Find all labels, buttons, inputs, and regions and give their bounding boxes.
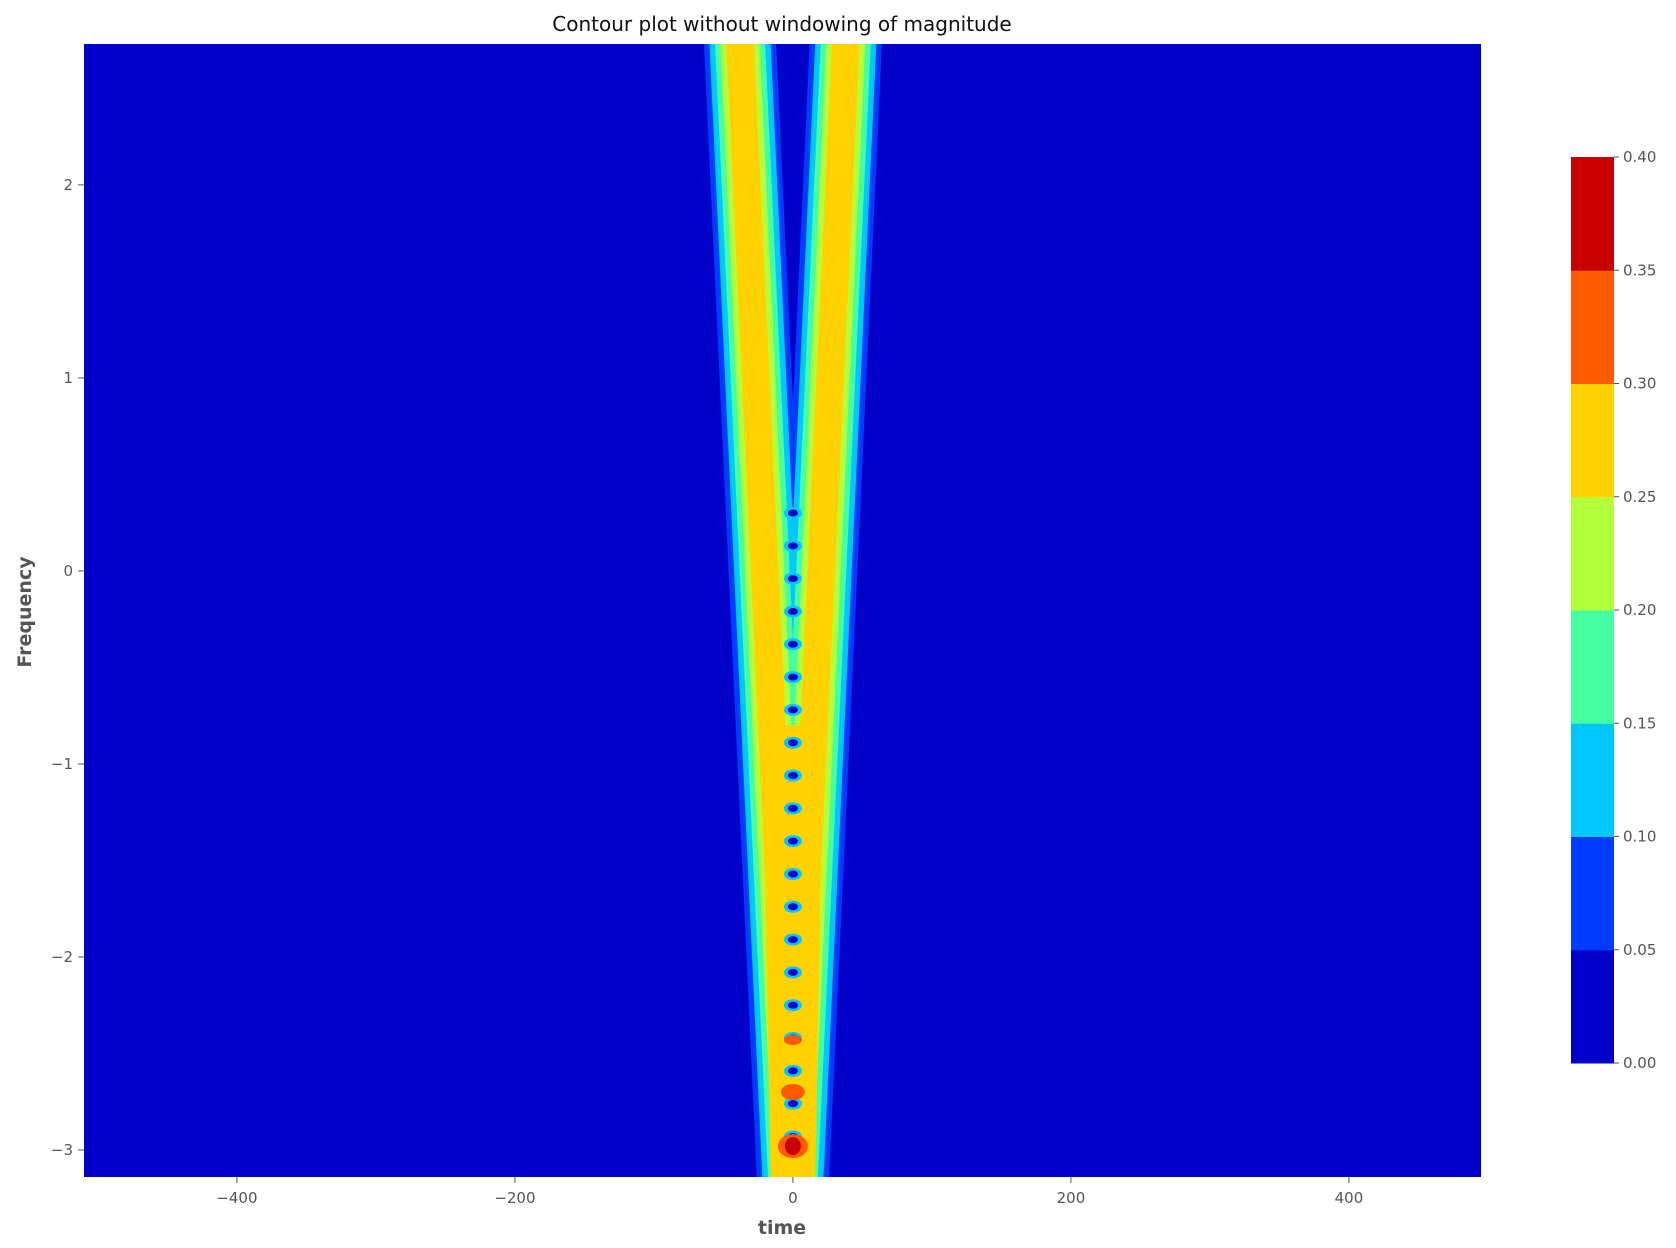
colorbar-segment [1571,610,1614,724]
contour-minimum [787,870,798,878]
colorbar [1571,157,1614,1064]
chart-title: Contour plot without windowing of magnit… [552,12,1011,36]
colorbar-segment [1571,496,1614,611]
contour-minimum [787,837,798,845]
x-axis-ticks: −400 −200 0 200 400 [216,1177,1363,1207]
contour-minimum [787,1001,798,1009]
contour-minimum [787,673,798,681]
contour-minimum [787,772,798,780]
contour-peak-max [784,1137,801,1156]
colorbar-segment [1571,270,1614,384]
contour-minimum [787,542,798,550]
x-tick-label: 400 [1335,1189,1364,1207]
y-tick-label: 1 [63,369,73,387]
x-tick-label: −400 [216,1189,257,1207]
x-axis-label: time [758,1217,806,1239]
colorbar-tick-label: 0.00 [1623,1054,1656,1072]
x-tick-label: 200 [1057,1189,1086,1207]
contour-field [704,44,882,1177]
colorbar-tick-label: 0.10 [1623,828,1656,846]
contour-peak [783,1034,802,1045]
colorbar-ticks: 0.00 0.05 0.10 0.15 0.20 0.25 0.30 0.35 0.40 [1614,148,1656,1072]
colorbar-tick-label: 0.20 [1623,601,1656,619]
y-axis-label: Frequency [14,556,36,668]
contour-minimum [787,607,798,615]
colorbar-tick-label: 0.40 [1623,148,1656,166]
contour-minimum [787,739,798,747]
colorbar-segment [1571,157,1614,271]
colorbar-segment [1571,383,1614,498]
y-tick-label: −1 [51,755,73,773]
y-axis-ticks: −3 −2 −1 0 1 2 [51,176,84,1159]
colorbar-segment [1571,723,1614,837]
colorbar-tick-label: 0.35 [1623,261,1656,279]
contour-minimum [787,1067,798,1075]
colorbar-tick-label: 0.15 [1623,714,1656,732]
contour-band [762,725,824,1177]
x-tick-label: −200 [494,1189,535,1207]
contour-minimum [787,1100,798,1108]
contour-minimum [787,509,798,517]
colorbar-tick-label: 0.30 [1623,375,1656,393]
contour-peak [780,1084,805,1101]
y-tick-label: 0 [63,562,73,580]
contour-minimum [787,936,798,944]
colorbar-tick-label: 0.05 [1623,941,1656,959]
x-tick-label: 0 [788,1189,798,1207]
contour-minimum [787,575,798,583]
contour-minimum [787,804,798,812]
colorbar-segment [1571,836,1614,951]
colorbar-segment [1571,949,1614,1064]
y-tick-label: −2 [51,948,73,966]
contour-minimum [787,903,798,911]
contour-minimum [787,968,798,976]
y-tick-label: −3 [51,1141,73,1159]
contour-minimum [787,706,798,714]
y-tick-label: 2 [63,176,73,194]
contour-minimum [787,640,798,648]
colorbar-tick-label: 0.25 [1623,488,1656,506]
